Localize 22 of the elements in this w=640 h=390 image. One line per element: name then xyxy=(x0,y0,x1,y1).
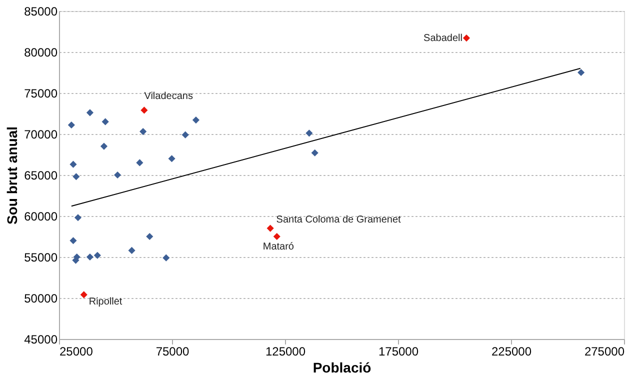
x-axis-title: Població xyxy=(312,360,372,376)
y-tick-label: 70000 xyxy=(24,128,58,142)
annotation: Ripollet xyxy=(88,296,122,308)
annotation: Viladecans xyxy=(144,91,193,102)
x-tick-label: 175000 xyxy=(378,344,419,358)
x-tick-label: 25000 xyxy=(60,344,94,358)
annotation: Mataró xyxy=(262,242,294,252)
y-axis-title: Sou brut anual xyxy=(4,126,20,224)
x-tick-label: 225000 xyxy=(491,344,532,358)
y-tick-label: 80000 xyxy=(24,46,58,60)
y-tick-label: 85000 xyxy=(24,4,58,18)
y-tick-label: 55000 xyxy=(24,250,58,264)
y-tick-label: 65000 xyxy=(24,168,58,182)
y-tick-label: 75000 xyxy=(24,86,58,100)
x-tick-label: 75000 xyxy=(156,344,190,358)
annotation: Sabadell xyxy=(424,33,462,44)
x-tick-label: 275000 xyxy=(584,344,625,358)
y-tick-label: 50000 xyxy=(24,292,58,306)
y-tick-label: 60000 xyxy=(24,210,58,224)
x-tick-label: 125000 xyxy=(265,344,306,358)
annotation: Santa Coloma de Gramenet xyxy=(276,214,402,226)
y-tick-label: 45000 xyxy=(24,332,58,346)
